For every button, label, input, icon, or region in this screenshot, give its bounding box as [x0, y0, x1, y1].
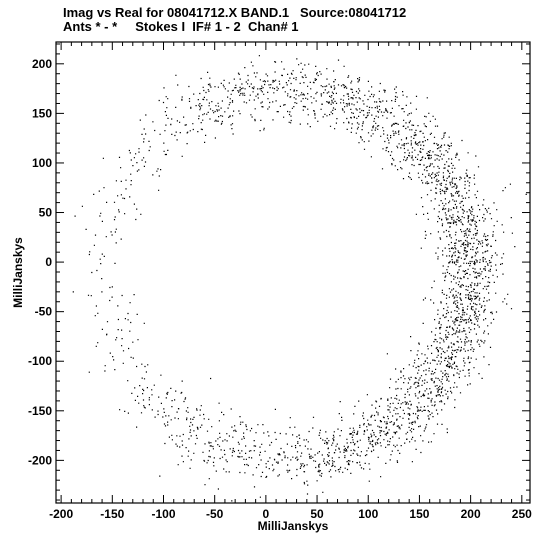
x-tick-labels: -200 -150 -100 -50 0 50 100 150 200 250 [49, 507, 532, 521]
x-tick-label: 200 [461, 507, 481, 521]
x-tick-label: -50 [206, 507, 224, 521]
x-axis-label: MilliJanskys [258, 519, 329, 533]
chart-title-line2: Ants * - * Stokes I IF# 1 - 2 Chan# 1 [63, 19, 299, 34]
axis-ticks [56, 42, 530, 503]
scatter-points [72, 55, 527, 502]
scatter-point-cloud [72, 55, 527, 502]
x-tick-label: 150 [409, 507, 429, 521]
y-axis-label: MilliJanskys [11, 237, 25, 308]
x-tick-label: -150 [100, 507, 124, 521]
y-tick-label: -100 [28, 354, 52, 368]
y-tick-label: -50 [35, 305, 53, 319]
y-tick-label: 0 [45, 255, 52, 269]
y-tick-label: 100 [32, 156, 52, 170]
x-tick-label: 100 [358, 507, 378, 521]
x-tick-label: 0 [263, 507, 270, 521]
y-tick-label: 150 [32, 106, 52, 120]
chart-title-line1: Imag vs Real for 08041712.X BAND.1 Sourc… [63, 5, 407, 20]
y-tick-label: 50 [39, 206, 53, 220]
plot-frame [55, 41, 531, 504]
y-tick-labels: -200 -150 -100 -50 0 50 100 150 200 [28, 57, 52, 468]
x-tick-label: 50 [310, 507, 324, 521]
y-tick-label: -150 [28, 404, 52, 418]
x-tick-label: 250 [512, 507, 532, 521]
y-tick-label: -200 [28, 453, 52, 467]
y-tick-label: 200 [32, 57, 52, 71]
x-tick-label: -200 [49, 507, 73, 521]
x-tick-label: -100 [151, 507, 175, 521]
